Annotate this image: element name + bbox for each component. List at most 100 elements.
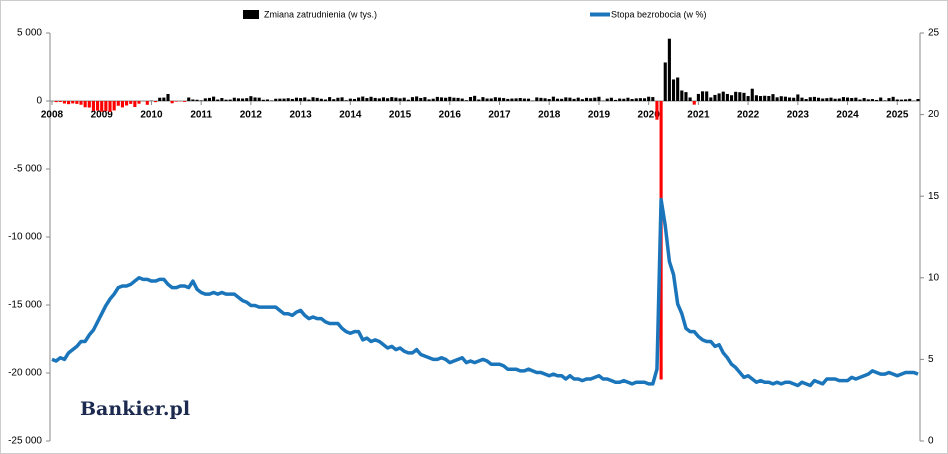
bar: [241, 98, 245, 101]
y-tick-label: -5 000: [14, 164, 43, 175]
bar: [112, 101, 116, 111]
bar: [137, 101, 141, 104]
bar: [423, 97, 427, 101]
bar: [543, 98, 547, 101]
bar: [866, 99, 870, 101]
bar: [746, 96, 750, 101]
bar: [808, 97, 812, 101]
x-tick-label: 2014: [339, 110, 362, 121]
y2-tick-label: 10: [928, 272, 940, 283]
bar: [79, 101, 83, 105]
bar: [758, 96, 763, 101]
bar: [775, 97, 779, 101]
bar: [228, 99, 232, 101]
bar: [663, 62, 667, 101]
bar: [846, 97, 850, 101]
bar: [398, 98, 402, 101]
legend-label: Zmiana zatrudnienia (w tys.): [264, 9, 377, 19]
bar: [833, 98, 837, 101]
bar: [497, 97, 502, 101]
bar: [91, 101, 95, 111]
bar: [642, 98, 647, 101]
y-tick-label: -15 000: [8, 300, 42, 311]
bar: [862, 98, 866, 101]
y2-tick-label: 5: [928, 354, 934, 365]
bar: [203, 98, 207, 101]
bar: [444, 97, 448, 101]
bar: [850, 97, 854, 101]
bar: [825, 98, 829, 101]
x-tick-label: 2015: [389, 110, 412, 121]
bar: [734, 91, 738, 101]
bar: [278, 98, 282, 101]
bar: [58, 101, 62, 102]
bar: [676, 77, 680, 101]
bar: [622, 98, 626, 101]
bar: [365, 98, 369, 101]
bar: [560, 98, 564, 101]
bar: [207, 97, 212, 101]
bar: [899, 99, 903, 101]
bar: [580, 99, 584, 101]
bar: [688, 97, 692, 101]
bar: [502, 98, 506, 101]
bar: [344, 100, 348, 101]
bar: [696, 93, 700, 101]
bar: [796, 94, 800, 101]
y2-tick-label: 25: [928, 28, 940, 39]
bar: [779, 96, 783, 101]
bar: [630, 99, 634, 101]
bar: [348, 98, 352, 101]
bar: [448, 96, 452, 101]
bar: [166, 93, 170, 101]
bar: [506, 98, 510, 101]
bar: [555, 98, 560, 101]
x-tick-label: 2008: [41, 110, 64, 121]
bar: [319, 98, 323, 101]
bar: [87, 101, 91, 108]
bar: [336, 97, 340, 101]
bar: [419, 97, 423, 101]
bar: [261, 99, 265, 101]
bar: [361, 96, 365, 101]
bar: [357, 97, 361, 101]
x-tick-label: 2011: [190, 110, 212, 121]
bar: [83, 101, 87, 108]
bar: [390, 97, 394, 101]
bar: [381, 97, 386, 101]
bar: [170, 101, 174, 104]
x-tick-label: 2012: [240, 110, 263, 121]
bar: [817, 97, 821, 101]
x-tick-label: 2016: [439, 110, 462, 121]
bar: [597, 96, 601, 101]
x-tick-label: 2024: [836, 110, 859, 121]
bar: [96, 101, 100, 111]
bar: [729, 95, 734, 101]
x-tick-label: 2009: [91, 110, 114, 121]
bar: [750, 88, 754, 101]
bar: [904, 99, 908, 101]
x-tick-label: 2018: [538, 110, 561, 121]
bar: [589, 98, 593, 101]
y-tick-label: 5 000: [17, 28, 42, 39]
bar: [328, 97, 332, 101]
bar: [754, 95, 758, 101]
bar: [108, 101, 112, 112]
bar: [837, 98, 841, 101]
bar: [187, 97, 191, 101]
bar: [174, 101, 178, 102]
bar: [792, 97, 796, 101]
bar: [738, 92, 742, 101]
bar: [460, 98, 464, 101]
legend-label: Stopa bezrobocia (w %): [611, 9, 707, 19]
bar: [410, 97, 415, 101]
bar: [667, 38, 671, 101]
bar: [257, 97, 261, 101]
bar: [299, 98, 303, 101]
bar: [787, 97, 792, 101]
bar: [183, 101, 187, 102]
bar: [522, 98, 526, 101]
bar: [464, 100, 468, 101]
bar: [439, 97, 444, 101]
